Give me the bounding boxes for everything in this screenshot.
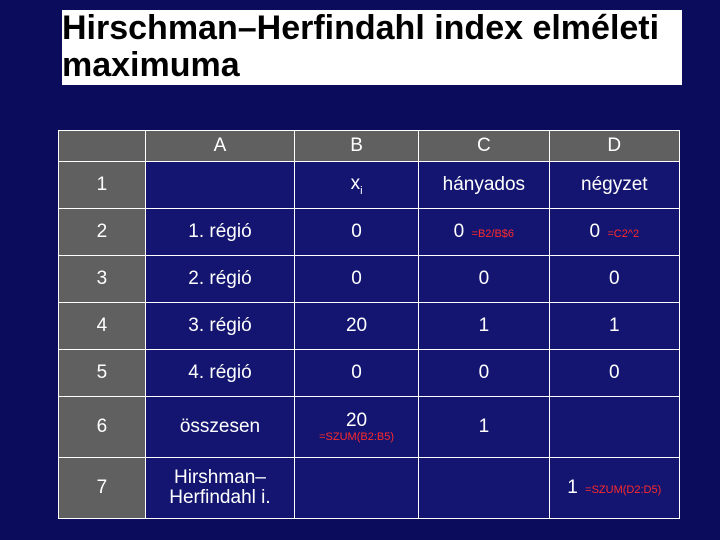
- header-col: A: [145, 131, 294, 162]
- cell: 4. régió: [145, 350, 294, 397]
- row-label: 6: [59, 397, 146, 458]
- cell: [419, 458, 549, 519]
- cell: 0: [294, 256, 418, 303]
- cell: 0: [294, 350, 418, 397]
- hhi-table: ABCD1xihányadosnégyzet21. régió00 =B2/B$…: [58, 130, 680, 519]
- cell: összesen: [145, 397, 294, 458]
- header-col: D: [549, 131, 679, 162]
- table-row: 43. régió2011: [59, 303, 680, 350]
- row-label: 4: [59, 303, 146, 350]
- cell: 20=SZUM(B2:B5): [294, 397, 418, 458]
- header-blank: [59, 131, 146, 162]
- cell: 0: [294, 209, 418, 256]
- cell: 0: [419, 256, 549, 303]
- cell: 1. régió: [145, 209, 294, 256]
- row-label: 7: [59, 458, 146, 519]
- cell: 0: [419, 350, 549, 397]
- table-body: ABCD1xihányadosnégyzet21. régió00 =B2/B$…: [59, 131, 680, 519]
- table-header-row: ABCD: [59, 131, 680, 162]
- cell: 2. régió: [145, 256, 294, 303]
- cell: [294, 458, 418, 519]
- cell: [145, 162, 294, 209]
- slide-title: Hirschman–Herfindahl index elméleti maxi…: [62, 10, 682, 85]
- cell: [549, 397, 679, 458]
- table-row: 1 xihányadosnégyzet: [59, 162, 680, 209]
- table-row: 32. régió000: [59, 256, 680, 303]
- cell: 0: [549, 256, 679, 303]
- table-row: 21. régió00 =B2/B$60 =C2^2: [59, 209, 680, 256]
- cell: hányados: [419, 162, 549, 209]
- cell: 1: [419, 397, 549, 458]
- cell: 1 =SZUM(D2:D5): [549, 458, 679, 519]
- cell: 0: [549, 350, 679, 397]
- row-label: 2: [59, 209, 146, 256]
- cell: 3. régió: [145, 303, 294, 350]
- cell: 1: [419, 303, 549, 350]
- table-row: 6összesen20=SZUM(B2:B5)1: [59, 397, 680, 458]
- cell: négyzet: [549, 162, 679, 209]
- cell: 0 =B2/B$6: [419, 209, 549, 256]
- row-label: 5: [59, 350, 146, 397]
- row-label: 1: [59, 162, 146, 209]
- cell: Hirshman–Herfindahl i.: [145, 458, 294, 519]
- cell: xi: [294, 162, 418, 209]
- table-row: 54. régió000: [59, 350, 680, 397]
- row-label: 3: [59, 256, 146, 303]
- cell: 20: [294, 303, 418, 350]
- slide: Hirschman–Herfindahl index elméleti maxi…: [0, 0, 720, 540]
- table-container: ABCD1xihányadosnégyzet21. régió00 =B2/B$…: [58, 130, 680, 519]
- cell: 0 =C2^2: [549, 209, 679, 256]
- cell: 1: [549, 303, 679, 350]
- table-row: 7Hirshman–Herfindahl i. 1 =SZUM(D2:D5): [59, 458, 680, 519]
- header-col: C: [419, 131, 549, 162]
- header-col: B: [294, 131, 418, 162]
